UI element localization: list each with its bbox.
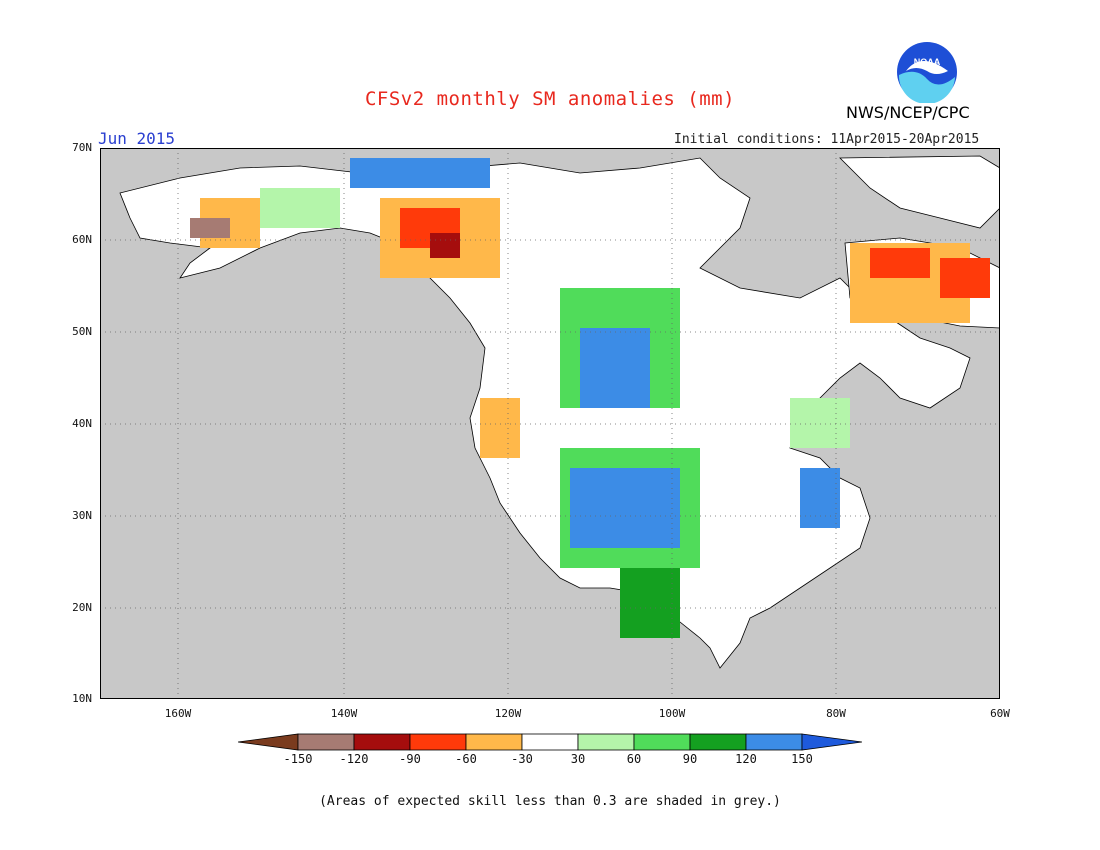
colorbar-label: 90 (682, 752, 698, 766)
colorbar-label: -120 (339, 752, 369, 766)
lat-tick: 50N (72, 325, 92, 338)
lat-tick: 70N (72, 141, 92, 154)
agency-label: NWS/NCEP/CPC (846, 103, 970, 122)
colorbar-segment (521, 733, 579, 751)
colorbar (238, 733, 862, 751)
colorbar-segment (353, 733, 411, 751)
colorbar-label: -150 (283, 752, 313, 766)
lat-tick: 20N (72, 601, 92, 614)
colorbar-segment (689, 733, 747, 751)
lat-tick: 10N (72, 692, 92, 705)
lat-tick: 30N (72, 509, 92, 522)
lon-tick: 120W (494, 707, 522, 720)
colorbar-label: 120 (735, 752, 757, 766)
lon-tick: 100W (658, 707, 686, 720)
colorbar-segment (577, 733, 635, 751)
lon-tick: 140W (330, 707, 358, 720)
colorbar-segment (801, 733, 862, 751)
initial-conditions: Initial conditions: 11Apr2015-20Apr2015 (674, 132, 980, 147)
lon-tick: 80W (826, 707, 846, 720)
noaa-logo: NOAA (897, 42, 957, 103)
forecast-month: Jun 2015 (98, 129, 176, 148)
colorbar-segment (745, 733, 803, 751)
lon-tick: 60W (990, 707, 1010, 720)
colorbar-label: -60 (455, 752, 477, 766)
colorbar-label: -90 (399, 752, 421, 766)
colorbar-segment (297, 733, 355, 751)
colorbar-segment (633, 733, 691, 751)
graticule (100, 148, 1000, 699)
chart-title: CFSv2 monthly SM anomalies (mm) (364, 88, 736, 110)
lat-tick: 40N (72, 417, 92, 430)
lat-tick: 60N (72, 233, 92, 246)
lon-tick: 160W (164, 707, 192, 720)
colorbar-label: -30 (511, 752, 533, 766)
colorbar-segment (465, 733, 523, 751)
skill-footnote: (Areas of expected skill less than 0.3 a… (319, 794, 781, 809)
anomaly-patches (190, 158, 990, 638)
colorbar-label: 30 (570, 752, 586, 766)
colorbar-segment (409, 733, 467, 751)
anomaly-map (100, 148, 1000, 699)
colorbar-segment (238, 733, 299, 751)
logo-text: NOAA (914, 57, 941, 67)
colorbar-label: 60 (626, 752, 642, 766)
colorbar-label: 150 (791, 752, 813, 766)
